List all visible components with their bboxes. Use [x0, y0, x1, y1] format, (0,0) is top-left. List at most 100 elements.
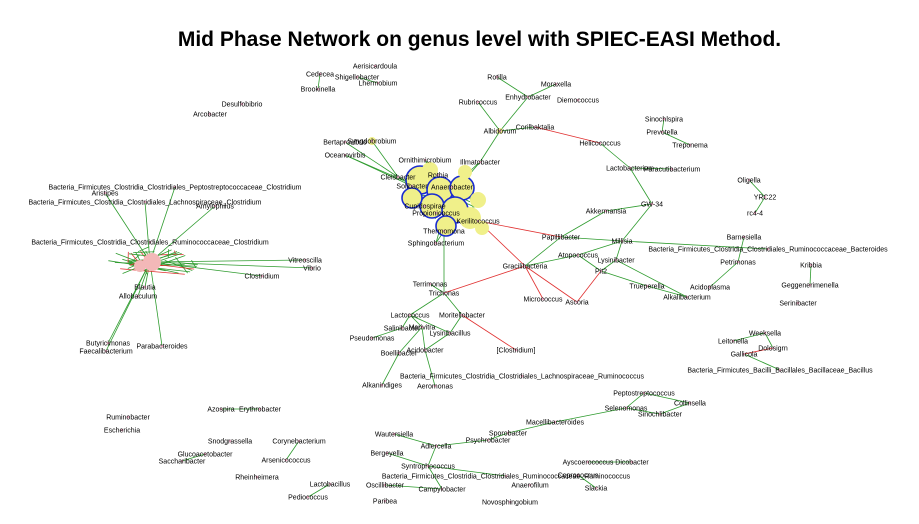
node-dot: [708, 285, 712, 289]
node-dot: [628, 166, 632, 170]
node-label: Leitonella: [718, 339, 748, 346]
node-label: Albidovum: [484, 129, 517, 136]
positive-edge: [621, 203, 653, 242]
positive-edge: [661, 118, 665, 133]
node-label: Rotilla: [487, 75, 507, 82]
positive-edge: [625, 392, 645, 409]
node-label: Lysinibacillus: [430, 331, 471, 338]
node-label: Trichonas: [429, 291, 460, 298]
node-label: Oscillibacter: [366, 483, 405, 490]
node-dot: [426, 464, 430, 468]
page-title: Mid Phase Network on genus level with SP…: [177, 28, 782, 51]
positive-edge: [737, 236, 745, 263]
positive-edge: [600, 270, 648, 287]
positive-edge: [615, 259, 688, 298]
node-dot: [423, 348, 427, 352]
negative-edge: [461, 314, 517, 351]
node-label: Dicobacter: [615, 460, 649, 467]
node-dot: [486, 438, 490, 442]
node-label: Campylobacter: [418, 487, 466, 494]
node-dot: [771, 346, 775, 350]
node-dot: [400, 326, 404, 330]
positive-edge: [605, 203, 653, 212]
node-label: Bacteria_Firmicutes_Clostridia_Clostridi…: [400, 374, 644, 381]
positive-edge: [499, 126, 536, 132]
node-dot: [809, 263, 813, 267]
node-dot: [576, 98, 580, 102]
node-label: Moritellobacter: [439, 313, 486, 320]
node-label: Syntrophococcus: [401, 464, 455, 471]
positive-edge: [137, 246, 150, 253]
node-label: Prevotella: [646, 130, 677, 137]
node-dot: [731, 339, 735, 343]
node-label: [Clostridium]: [497, 348, 536, 355]
node-dot: [778, 368, 782, 372]
negative-edge: [743, 347, 774, 355]
node-dot: [208, 112, 212, 116]
node-dot: [180, 459, 184, 463]
node-dot: [559, 235, 563, 239]
node-dot: [318, 72, 322, 76]
node-dot: [328, 482, 332, 486]
node-label: Gallicola: [731, 352, 758, 359]
node-dot: [645, 284, 649, 288]
positive-edge: [527, 83, 557, 98]
positive-edge: [144, 201, 151, 263]
node-dot: [228, 439, 232, 443]
node-label: Petrimonas: [720, 260, 756, 267]
positive-edge: [496, 76, 529, 98]
node-label: Ayscoerococcus: [563, 460, 614, 467]
node-dot: [104, 349, 108, 353]
hub-node-circle: [435, 215, 457, 237]
positive-edge: [554, 407, 627, 423]
node-dot: [120, 428, 124, 432]
node-label: Brookinella: [301, 87, 336, 94]
node-dot: [742, 352, 746, 356]
node-dot: [504, 474, 508, 478]
negative-edge: [524, 265, 578, 303]
node-label: Lysinibacter: [597, 258, 635, 265]
node-label: Desulfobibrio: [222, 102, 263, 109]
node-dot: [373, 64, 377, 68]
node-label: Arcobacter: [193, 112, 228, 119]
node-dot: [310, 266, 314, 270]
positive-edge: [435, 439, 489, 447]
node-label: Papillibacter: [542, 235, 581, 242]
node-dot: [258, 407, 262, 411]
positive-edge: [344, 141, 399, 178]
node-dot: [685, 295, 689, 299]
node-dot: [397, 351, 401, 355]
positive-edge: [809, 264, 812, 286]
hub-node-circle: [401, 187, 423, 209]
positive-edge: [748, 179, 766, 198]
node-label: Gracilibacteria: [503, 264, 548, 271]
node-label: Geggenerimenella: [781, 283, 838, 290]
node-dot: [747, 178, 751, 182]
hub-node-circle: [422, 162, 438, 178]
node-dot: [306, 495, 310, 499]
node-label: Lactobacillus: [310, 482, 351, 489]
node-label: Anaerofilum: [511, 483, 549, 490]
node-dot: [450, 185, 454, 189]
negative-edge: [443, 265, 526, 294]
positive-edge: [646, 285, 688, 298]
node-label: Cleisbacter: [380, 175, 416, 182]
positive-edge: [477, 101, 501, 132]
positive-edge: [443, 292, 463, 316]
positive-edge: [128, 254, 140, 265]
node-label: Allobaculum: [119, 294, 157, 301]
node-label: Faecalibacterium: [79, 349, 132, 356]
node-label: Collinsella: [674, 401, 706, 408]
node-dot: [476, 100, 480, 104]
node-label: Solibacter: [396, 184, 428, 191]
node-label: Alkanindiges: [362, 383, 402, 390]
node-label: Rubricoccus: [459, 100, 498, 107]
hub-node-circle: [134, 260, 146, 272]
positive-edge: [709, 261, 739, 288]
node-label: GW-34: [641, 202, 663, 209]
node-label: Dolosigrn: [758, 346, 788, 353]
hub-node-circle: [475, 221, 489, 235]
positive-edge: [615, 240, 623, 261]
node-label: Sinochlspira: [645, 117, 683, 124]
